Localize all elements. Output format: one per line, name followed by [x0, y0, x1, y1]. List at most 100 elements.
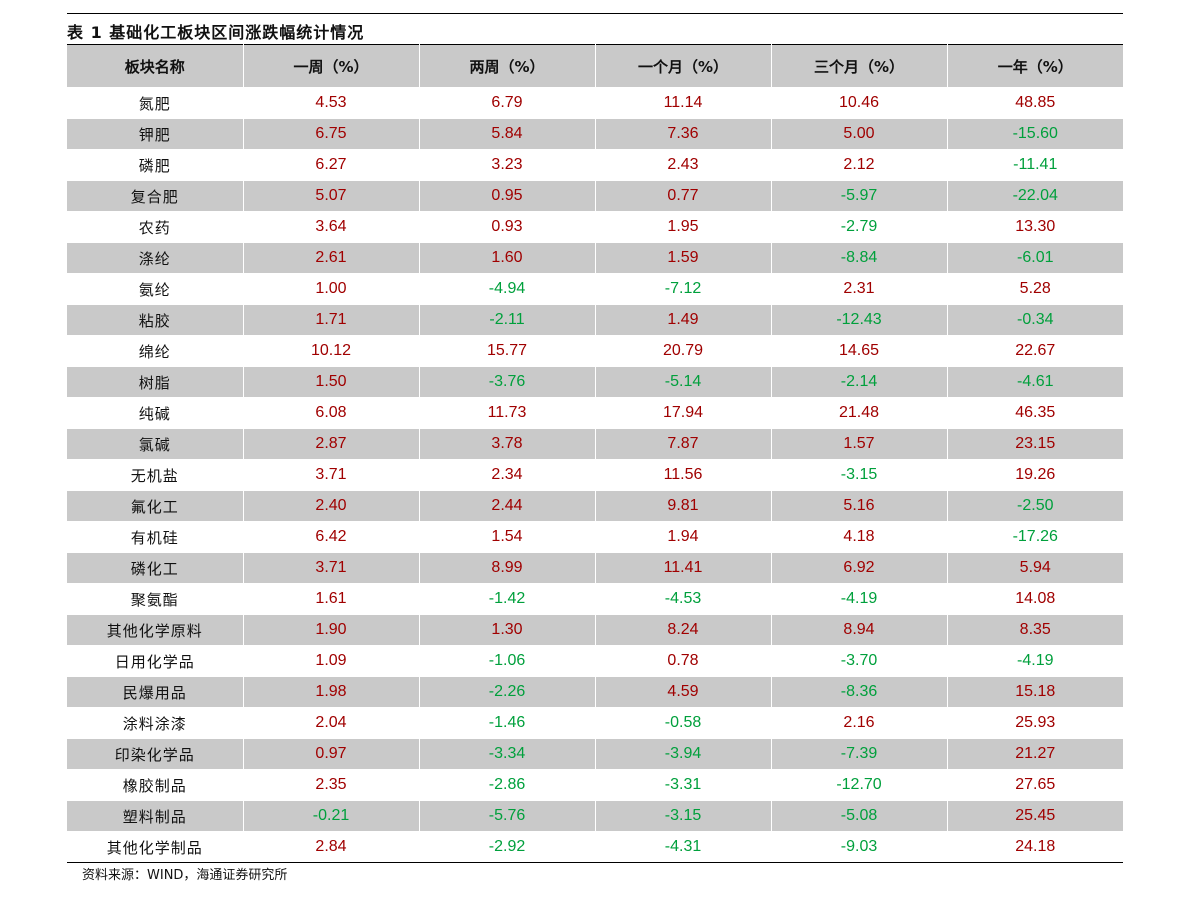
change-cell-one-year: 14.08 [947, 583, 1123, 615]
change-cell-one-week: 2.61 [243, 242, 420, 274]
header-three-months: 三个月（%） [771, 44, 948, 88]
change-cell-one-week: 1.09 [243, 645, 420, 677]
change-cell-one-month: 20.79 [595, 335, 772, 367]
change-cell-one-month: 1.59 [595, 242, 772, 274]
table-row: 无机盐 3.71 2.34 11.56 -3.15 19.26 [67, 459, 1123, 491]
change-cell-one-week: -0.21 [243, 800, 420, 832]
sector-name-cell: 印染化学品 [67, 738, 244, 770]
change-cell-three-months: -8.36 [771, 676, 948, 708]
table-row: 树脂 1.50 -3.76 -5.14 -2.14 -4.61 [67, 366, 1123, 398]
change-cell-one-week: 2.35 [243, 769, 420, 801]
change-cell-one-week: 1.98 [243, 676, 420, 708]
change-cell-two-weeks: 0.93 [419, 211, 596, 243]
sector-name-cell: 民爆用品 [67, 676, 244, 708]
change-cell-two-weeks: -2.92 [419, 831, 596, 862]
sector-name-cell: 钾肥 [67, 118, 244, 150]
table-row: 印染化学品 0.97 -3.34 -3.94 -7.39 21.27 [67, 738, 1123, 770]
change-cell-three-months: -7.39 [771, 738, 948, 770]
table-row: 其他化学原料 1.90 1.30 8.24 8.94 8.35 [67, 614, 1123, 646]
change-cell-two-weeks: -5.76 [419, 800, 596, 832]
change-cell-two-weeks: -4.94 [419, 273, 596, 305]
stats-table-container: 板块名称 一周（%） 两周（%） 一个月（%） 三个月（%） 一年（%） 氮肥 4… [67, 44, 1123, 863]
table-row: 涤纶 2.61 1.60 1.59 -8.84 -6.01 [67, 242, 1123, 274]
change-cell-one-week: 6.75 [243, 118, 420, 150]
change-cell-one-week: 2.87 [243, 428, 420, 460]
header-sector-name: 板块名称 [67, 44, 244, 88]
change-cell-one-month: 17.94 [595, 397, 772, 429]
change-cell-three-months: 2.12 [771, 149, 948, 181]
change-cell-one-week: 4.53 [243, 87, 420, 119]
change-cell-two-weeks: 2.44 [419, 490, 596, 522]
change-cell-one-week: 6.08 [243, 397, 420, 429]
change-cell-one-year: -17.26 [947, 521, 1123, 553]
change-cell-one-year: -0.34 [947, 304, 1123, 336]
change-cell-one-month: -3.31 [595, 769, 772, 801]
change-cell-one-year: -4.19 [947, 645, 1123, 677]
change-cell-one-week: 10.12 [243, 335, 420, 367]
change-cell-one-month: -0.58 [595, 707, 772, 739]
change-cell-three-months: -2.79 [771, 211, 948, 243]
change-cell-one-week: 2.84 [243, 831, 420, 862]
sector-name-cell: 聚氨酯 [67, 583, 244, 615]
change-cell-one-year: 5.28 [947, 273, 1123, 305]
sector-name-cell: 氟化工 [67, 490, 244, 522]
sector-name-cell: 复合肥 [67, 180, 244, 212]
change-cell-one-month: 1.94 [595, 521, 772, 553]
change-cell-three-months: 5.00 [771, 118, 948, 150]
change-cell-two-weeks: -3.76 [419, 366, 596, 398]
change-cell-three-months: -3.15 [771, 459, 948, 491]
change-cell-three-months: 8.94 [771, 614, 948, 646]
header-one-week: 一周（%） [243, 44, 420, 88]
change-cell-one-week: 1.61 [243, 583, 420, 615]
change-cell-one-week: 2.04 [243, 707, 420, 739]
sector-name-cell: 橡胶制品 [67, 769, 244, 801]
change-cell-three-months: 6.92 [771, 552, 948, 584]
sector-name-cell: 氮肥 [67, 87, 244, 119]
table-row: 橡胶制品 2.35 -2.86 -3.31 -12.70 27.65 [67, 769, 1123, 801]
change-cell-one-month: 7.36 [595, 118, 772, 150]
change-cell-two-weeks: 1.60 [419, 242, 596, 274]
change-cell-one-year: 24.18 [947, 831, 1123, 862]
change-cell-one-year: -2.50 [947, 490, 1123, 522]
change-cell-one-month: 11.41 [595, 552, 772, 584]
change-cell-one-year: 25.45 [947, 800, 1123, 832]
change-cell-three-months: -3.70 [771, 645, 948, 677]
table-row: 塑料制品 -0.21 -5.76 -3.15 -5.08 25.45 [67, 800, 1123, 832]
change-cell-one-month: 9.81 [595, 490, 772, 522]
table-row: 磷化工 3.71 8.99 11.41 6.92 5.94 [67, 552, 1123, 584]
table-bottom-rule [67, 862, 1123, 863]
sector-name-cell: 有机硅 [67, 521, 244, 553]
change-cell-one-week: 0.97 [243, 738, 420, 770]
change-cell-one-week: 6.27 [243, 149, 420, 181]
change-cell-one-week: 3.71 [243, 459, 420, 491]
sector-name-cell: 树脂 [67, 366, 244, 398]
sector-name-cell: 磷化工 [67, 552, 244, 584]
table-row: 复合肥 5.07 0.95 0.77 -5.97 -22.04 [67, 180, 1123, 212]
sector-name-cell: 塑料制品 [67, 800, 244, 832]
change-cell-three-months: 2.31 [771, 273, 948, 305]
change-cell-two-weeks: 0.95 [419, 180, 596, 212]
sector-name-cell: 其他化学原料 [67, 614, 244, 646]
change-cell-one-year: -4.61 [947, 366, 1123, 398]
change-cell-one-week: 3.71 [243, 552, 420, 584]
change-cell-one-week: 3.64 [243, 211, 420, 243]
change-cell-three-months: -5.08 [771, 800, 948, 832]
change-cell-one-year: 46.35 [947, 397, 1123, 429]
change-cell-two-weeks: -1.42 [419, 583, 596, 615]
change-cell-two-weeks: 1.54 [419, 521, 596, 553]
sector-name-cell: 涂料涂漆 [67, 707, 244, 739]
change-cell-two-weeks: 15.77 [419, 335, 596, 367]
sector-name-cell: 粘胶 [67, 304, 244, 336]
change-cell-one-week: 1.90 [243, 614, 420, 646]
sector-name-cell: 其他化学制品 [67, 831, 244, 862]
change-cell-one-week: 5.07 [243, 180, 420, 212]
header-two-weeks: 两周（%） [419, 44, 596, 88]
table-row: 氯碱 2.87 3.78 7.87 1.57 23.15 [67, 428, 1123, 460]
table-row: 其他化学制品 2.84 -2.92 -4.31 -9.03 24.18 [67, 831, 1123, 862]
change-cell-one-year: -11.41 [947, 149, 1123, 181]
change-cell-three-months: 10.46 [771, 87, 948, 119]
change-cell-two-weeks: 3.78 [419, 428, 596, 460]
change-cell-two-weeks: -1.06 [419, 645, 596, 677]
table-row: 氮肥 4.53 6.79 11.14 10.46 48.85 [67, 87, 1123, 119]
change-cell-two-weeks: 8.99 [419, 552, 596, 584]
